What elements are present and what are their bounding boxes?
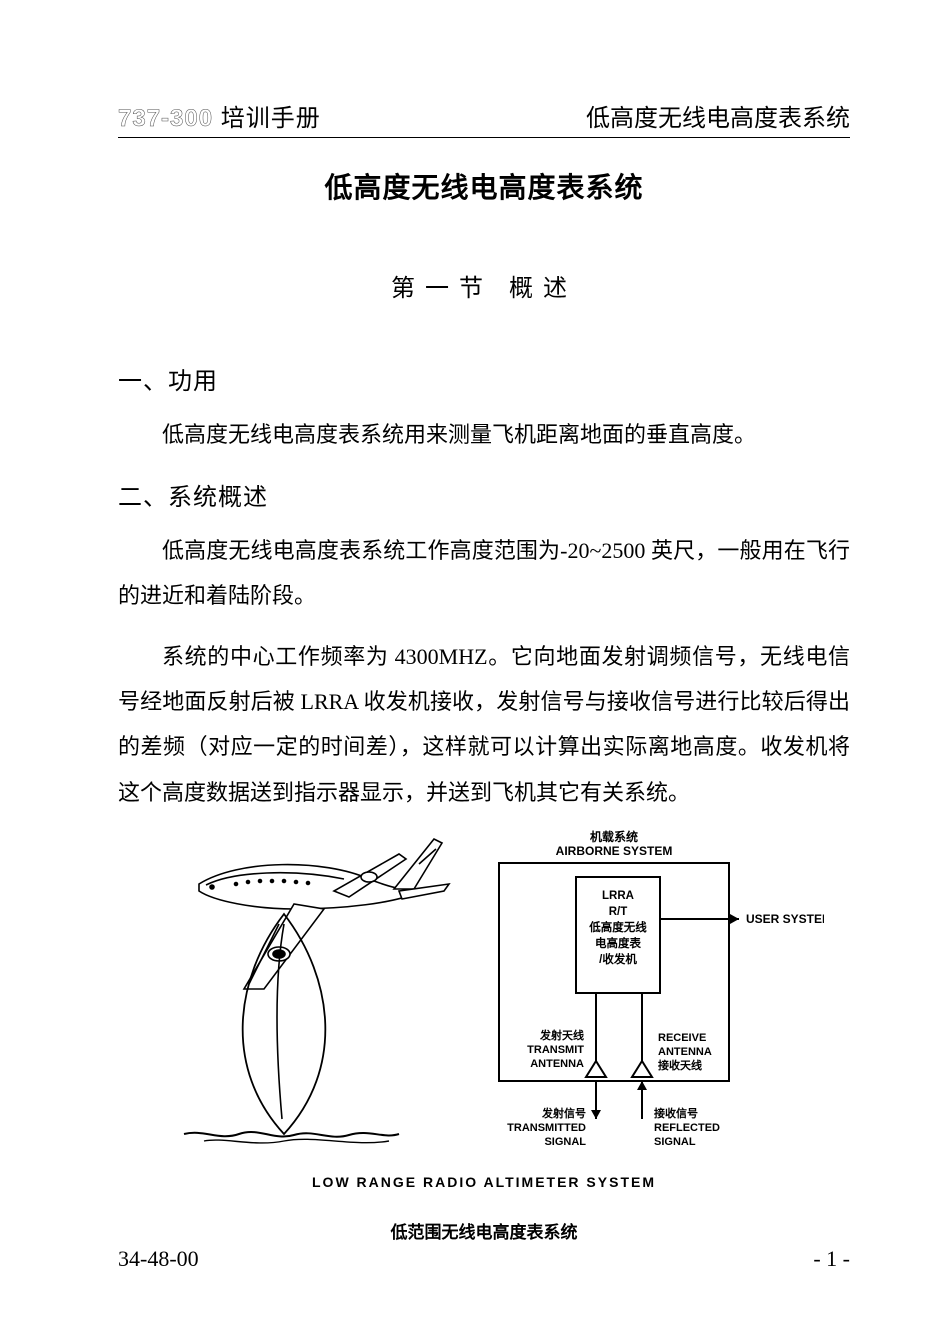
figure-diagram: 机载系统 AIRBORNE SYSTEM LRRA R/T 低高度无线 电高度表…: [118, 829, 850, 1243]
header-left: 737-300 培训手册: [118, 98, 321, 133]
header: 737-300 培训手册 低高度无线电高度表系统: [118, 98, 850, 138]
diagram-box-line2: R/T: [609, 906, 628, 918]
diagram-box-line4: 电高度表: [595, 936, 641, 950]
footer: 34-48-00 - 1 -: [118, 1246, 850, 1272]
paragraph-function: 低高度无线电高度表系统用来测量飞机距离地面的垂直高度。: [118, 412, 850, 457]
figure-caption-en: LOW RANGE RADIO ALTIMETER SYSTEM: [118, 1174, 850, 1190]
diagram-box-line1: LRRA: [602, 890, 634, 902]
figure-caption-cn: 低范围无线电高度表系统: [118, 1218, 850, 1243]
tx-antenna-en1: TRANSMIT: [527, 1044, 584, 1056]
manual-label: 培训手册: [213, 105, 321, 132]
rx-antenna-en1: RECEIVE: [658, 1032, 706, 1044]
section-title: 第一节 概述: [118, 268, 850, 303]
rx-signal-en2: SIGNAL: [654, 1136, 696, 1148]
header-right: 低高度无线电高度表系统: [586, 98, 850, 133]
diagram-label-airborne-cn: 机载系统: [590, 829, 638, 844]
tx-antenna-cn: 发射天线: [539, 1028, 584, 1042]
rx-signal-en1: REFLECTED: [654, 1122, 720, 1134]
tx-signal-en1: TRANSMITTED: [507, 1122, 586, 1134]
diagram-user-systems: USER SYSTEMS: [746, 912, 824, 926]
tx-antenna-en2: ANTENNA: [530, 1058, 584, 1070]
heading-overview: 二、系统概述: [118, 477, 850, 512]
footer-ref: 34-48-00: [118, 1246, 199, 1272]
tx-signal-cn: 发射信号: [541, 1106, 586, 1120]
model-number: 737-300: [118, 105, 213, 132]
diagram-box-line3: 低高度无线: [588, 920, 647, 934]
diagram-box-line5: /收发机: [599, 952, 637, 966]
rx-antenna-en2: ANTENNA: [658, 1046, 712, 1058]
heading-function: 一、功用: [118, 361, 850, 396]
page-title: 低高度无线电高度表系统: [118, 166, 850, 206]
rx-signal-cn: 接收信号: [654, 1106, 698, 1120]
rx-antenna-cn: 接收天线: [658, 1058, 702, 1072]
tx-signal-en2: SIGNAL: [544, 1136, 586, 1148]
paragraph-freq: 系统的中心工作频率为 4300MHZ。它向地面发射调频信号，无线电信号经地面反射…: [118, 634, 850, 814]
paragraph-range: 低高度无线电高度表系统工作高度范围为-20~2500 英尺，一般用在飞行的进近和…: [118, 528, 850, 618]
footer-page: - 1 -: [813, 1246, 850, 1272]
diagram-label-airborne-en: AIRBORNE SYSTEM: [556, 844, 673, 858]
